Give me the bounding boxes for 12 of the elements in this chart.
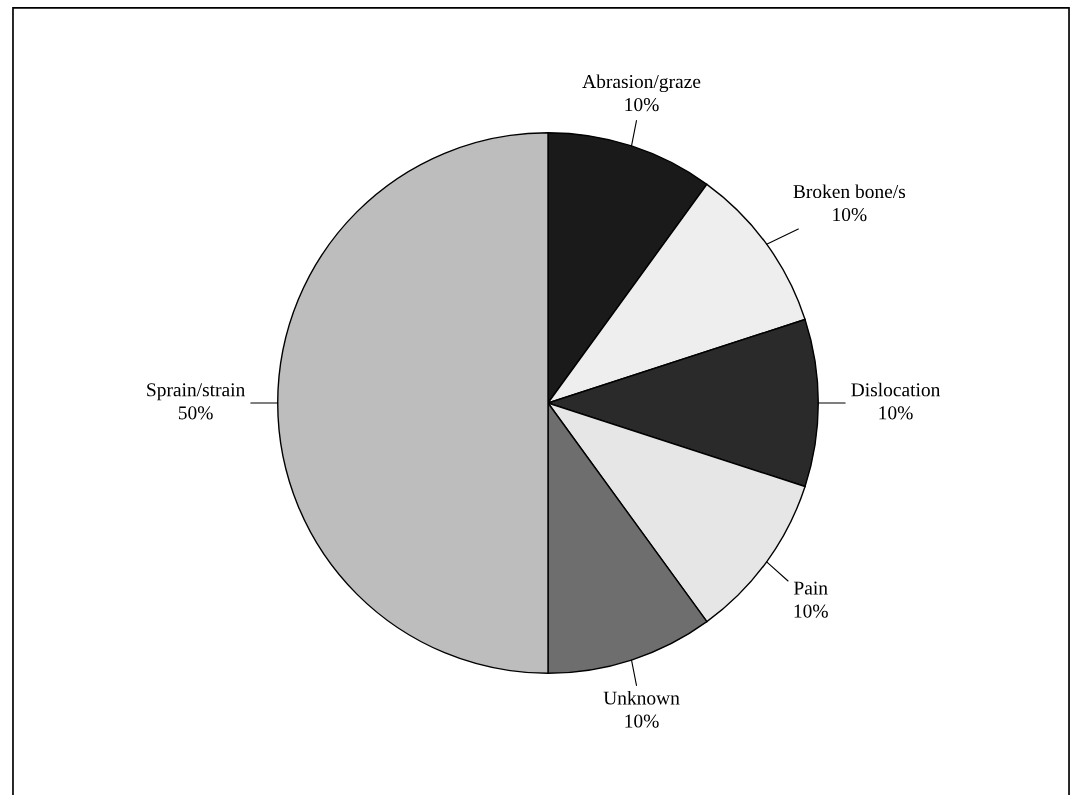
slice-label: Sprain/strain [147, 383, 245, 401]
data-label: 50% [178, 406, 213, 420]
slice-label: Unknown [603, 690, 680, 705]
slice-label: Dislocation [851, 382, 941, 397]
data-label: 10% [879, 406, 913, 420]
data-label: 10% [794, 604, 828, 618]
data-label: 10% [833, 208, 867, 222]
slice-label: Pain [794, 581, 828, 595]
slice-label: Abrasion/graze [582, 74, 701, 93]
data-label: 10% [625, 98, 659, 112]
data-label: 10% [625, 714, 659, 728]
slice-label: Broken bone/s [793, 184, 906, 199]
